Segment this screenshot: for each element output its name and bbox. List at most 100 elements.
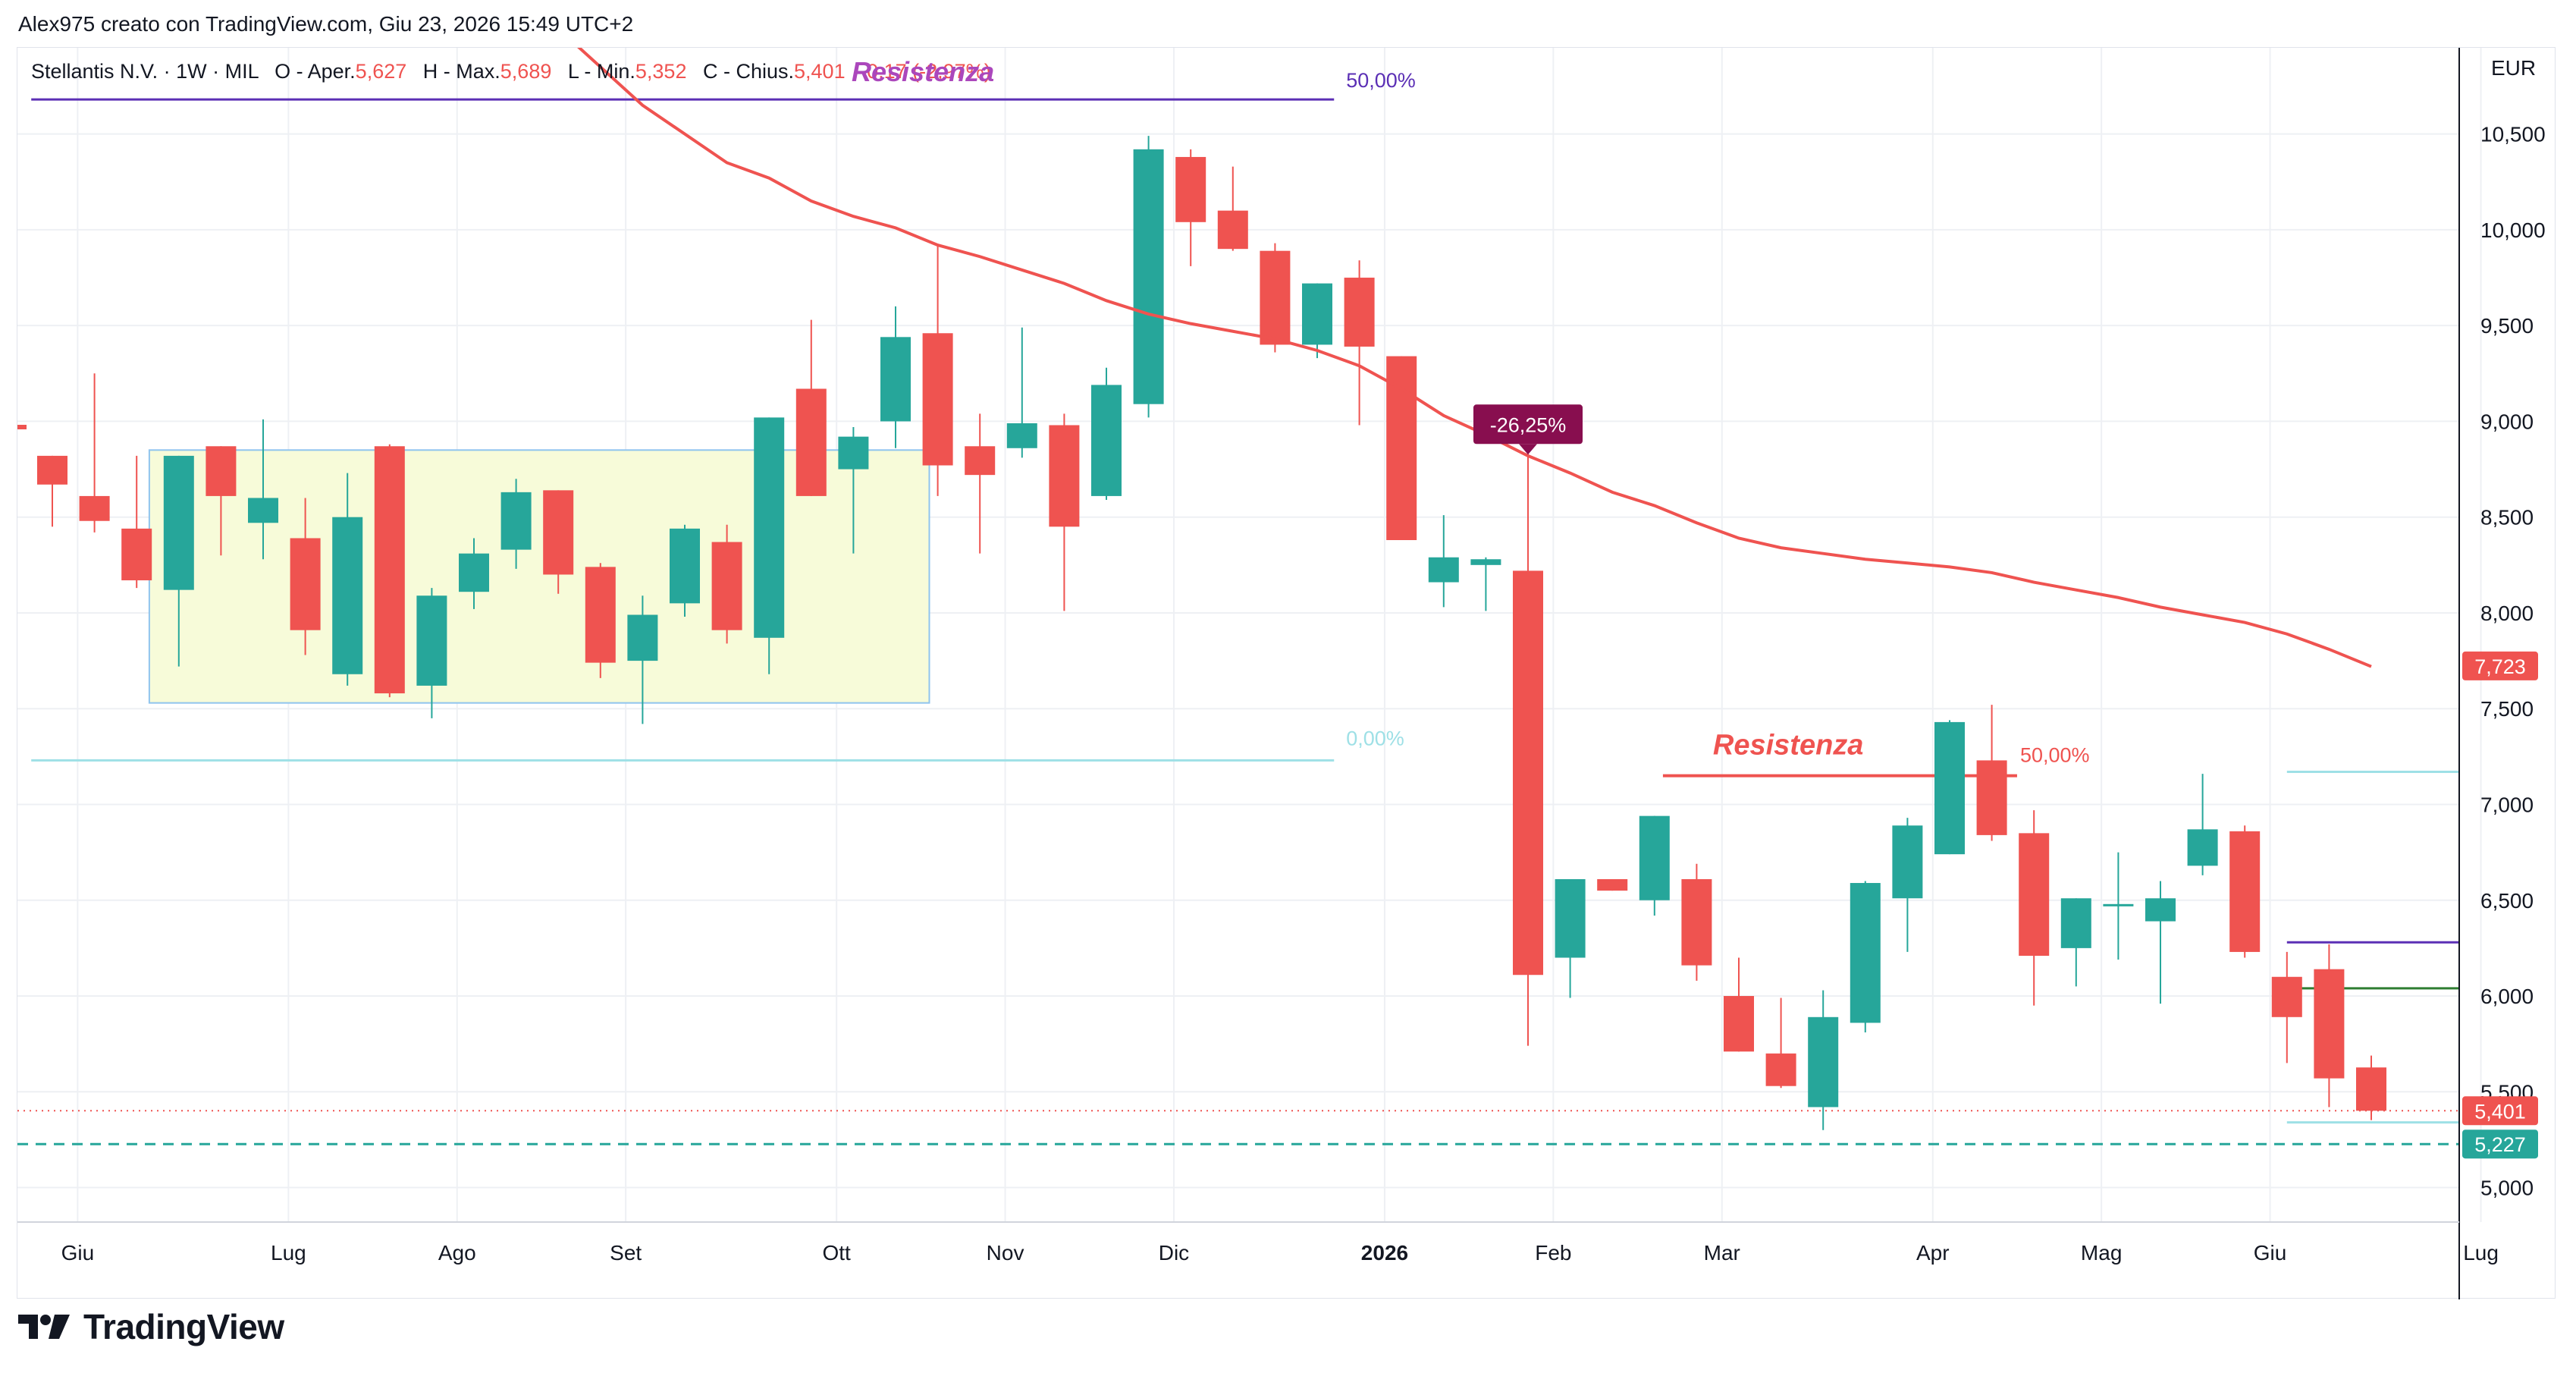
candle-body [1386, 356, 1417, 540]
time-tick-label: Ott [822, 1241, 851, 1265]
price-tick-label: 7,000 [2480, 793, 2534, 816]
legend-open-label: O - Aper. [275, 60, 356, 83]
candle-body [670, 528, 700, 604]
time-tick-label: Mag [2081, 1241, 2122, 1265]
candle [1681, 863, 1712, 981]
candle [2103, 852, 2134, 960]
candle [754, 417, 785, 674]
price-tick-label: 8,500 [2480, 506, 2534, 529]
candle [79, 373, 110, 533]
legend-close-label: C - Chius. [703, 60, 794, 83]
candle-body [1260, 250, 1291, 345]
candle-body [2229, 831, 2261, 952]
brand-name: TradingView [83, 1307, 284, 1346]
price-tick-label: 9,000 [2480, 410, 2534, 433]
time-tick-label: Giu [2254, 1241, 2287, 1265]
candle [880, 306, 911, 448]
candle-body [1175, 156, 1206, 222]
candle-body [248, 498, 278, 523]
svg-text:Stellantis N.V. · 1W · MIL: Stellantis N.V. · 1W · MIL O - Aper.5,62… [31, 60, 991, 83]
candle [1555, 878, 1586, 998]
candle [1175, 149, 1206, 266]
chart-frame[interactable]: 50,00% 0,00% Resistenza 50,00% -26,25% 5,00… [17, 47, 2556, 1299]
candle [1470, 557, 1501, 611]
candle [1597, 878, 1628, 891]
candle [2314, 944, 2345, 1108]
time-tick-label: Lug [2463, 1241, 2499, 1265]
candle [1892, 818, 1923, 952]
candle [1091, 367, 1122, 500]
candle [543, 490, 574, 594]
candle-body [1724, 996, 1754, 1052]
candle-body [1049, 425, 1080, 527]
candle-body [543, 490, 574, 575]
moving-average-series [577, 48, 2372, 668]
time-tick-label: Ago [438, 1241, 476, 1265]
candle [1428, 515, 1459, 608]
candle-body [838, 436, 869, 470]
candle [1808, 990, 1839, 1130]
candle-body [711, 542, 742, 630]
candle-body [754, 417, 785, 638]
candle-body [374, 446, 405, 694]
candle-body [163, 455, 194, 590]
candle [1217, 166, 1248, 251]
price-tick-label: 5,000 [2480, 1177, 2534, 1200]
legend-high-label: H - Max. [423, 60, 500, 83]
candle-body [1091, 385, 1122, 496]
legend-symbol: Stellantis N.V. · 1W · MIL [31, 60, 259, 83]
candle [416, 588, 447, 718]
drop-callout: -26,25% [1473, 404, 1583, 455]
price-axis: 5,0005,5006,0006,5007,0007,5008,0008,500… [2458, 48, 2546, 1299]
candle-body [1976, 760, 2007, 835]
legend-open-value: 5,627 [356, 60, 407, 83]
left-price-marker [17, 425, 27, 430]
candle-body [965, 446, 996, 476]
price-tick-label: 10,500 [2480, 123, 2546, 146]
candle [2019, 810, 2050, 1006]
candle-body [1344, 278, 1375, 347]
chart-canvas[interactable]: 50,00% 0,00% Resistenza 50,00% -26,25% 5,00… [17, 48, 2556, 1299]
resistance-label-bottom: Resistenza [1713, 730, 1864, 762]
candle [1302, 283, 1332, 359]
candle-body [1470, 559, 1501, 565]
candle [500, 479, 532, 569]
candle-body [1302, 283, 1332, 345]
time-tick-label: Nov [987, 1241, 1024, 1265]
candle-body [1765, 1053, 1796, 1086]
candle [1934, 720, 1965, 855]
resistance-label-top: Resistenza [852, 56, 994, 87]
candle-body [1639, 815, 1670, 900]
candle [1513, 450, 1543, 1046]
candle-body [416, 595, 447, 686]
moving-average-line [577, 48, 2372, 668]
support-badge-bg [2462, 1130, 2538, 1159]
last-close-badge-bg [2462, 1096, 2538, 1126]
candle [1765, 998, 1796, 1089]
chart-credit: Alex975 creato con TradingView.com, Giu … [18, 12, 634, 36]
time-tick-label: Dic [1159, 1241, 1189, 1265]
price-tick-label: 7,500 [2480, 697, 2534, 721]
candle [1344, 260, 1375, 426]
candle-body [2314, 969, 2345, 1079]
candle-body [2019, 833, 2050, 956]
price-tick-label: 10,000 [2480, 218, 2546, 242]
candle [1049, 413, 1080, 611]
candle-body [459, 553, 489, 592]
candle [1006, 327, 1037, 458]
candle-body [2060, 898, 2091, 948]
drop-callout-pointer [1519, 444, 1537, 455]
candle [1639, 815, 1670, 916]
price-tick-label: 6,000 [2480, 985, 2534, 1008]
currency-label: EUR [2491, 56, 2536, 80]
candle-body [2271, 976, 2302, 1017]
candle-body [1555, 878, 1586, 958]
tradingview-brand[interactable]: TradingView [18, 1306, 284, 1347]
candle-body [922, 333, 953, 466]
drop-callout-box [1473, 404, 1583, 445]
candle-body [1513, 570, 1543, 976]
time-tick-label: Feb [1535, 1241, 1571, 1265]
candle-body [795, 388, 827, 496]
fib-50-label-bottom: 50,00% [2020, 744, 2090, 767]
candle [248, 419, 278, 560]
